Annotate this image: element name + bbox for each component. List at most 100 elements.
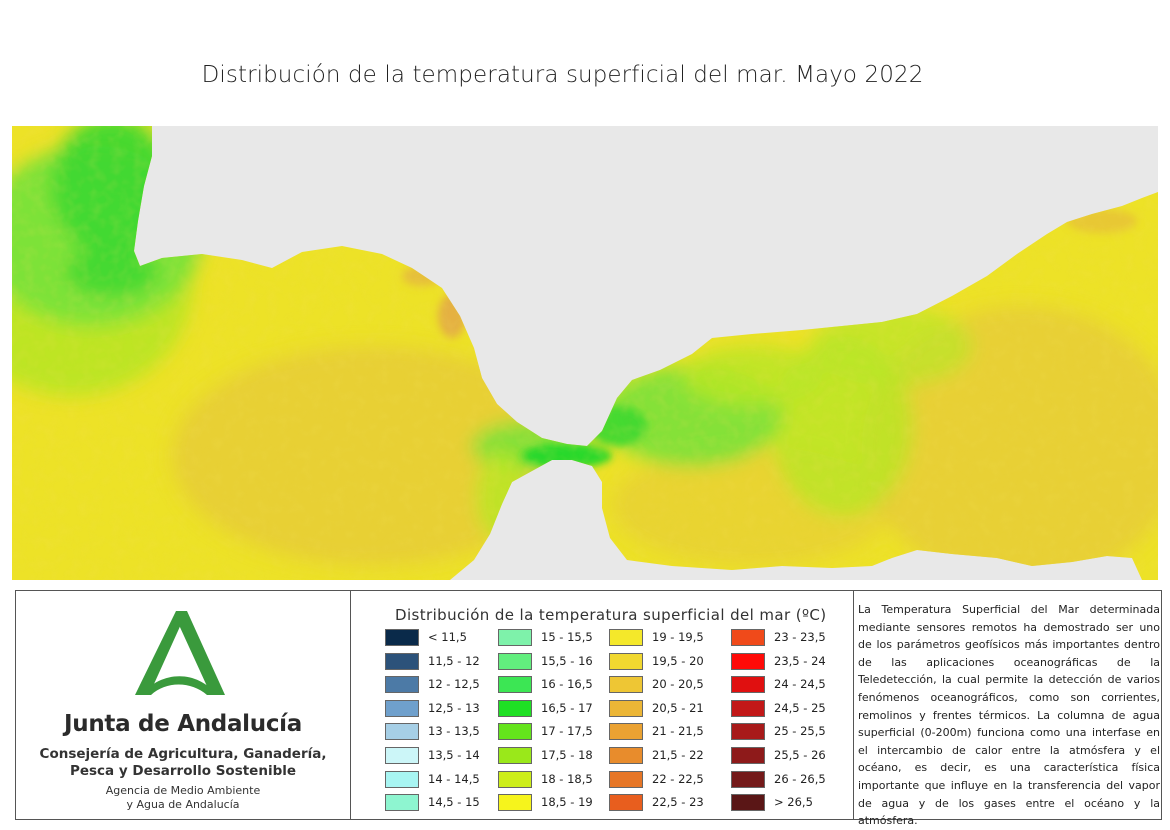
legend-swatch <box>609 747 643 764</box>
legend-swatch <box>731 699 765 717</box>
legend-item: 24 - 24,5 <box>731 674 851 694</box>
legend-item: 25,5 - 26 <box>731 745 851 765</box>
legend-swatch <box>385 723 419 741</box>
legend-label: 19,5 - 20 <box>652 653 704 668</box>
description-text: La Temperatura Superficial del Mar deter… <box>858 603 1160 828</box>
legend-item: 25 - 25,5 <box>731 721 851 741</box>
legend-swatch <box>385 652 419 670</box>
legend-label: 20 - 20,5 <box>652 677 704 692</box>
legend-label: 25 - 25,5 <box>774 724 826 739</box>
legend-item: 24,5 - 25 <box>731 698 851 718</box>
legend-swatch <box>498 629 532 646</box>
legend-label: 21 - 21,5 <box>652 724 704 739</box>
institution-logo-panel: Junta de Andalucía Consejería de Agricul… <box>16 591 351 819</box>
legend-swatch <box>385 699 419 717</box>
legend-item: > 26,5 <box>731 792 851 812</box>
legend-item: 13,5 - 14 <box>385 745 505 765</box>
legend-label: 23 - 23,5 <box>774 630 826 644</box>
legend-swatch <box>498 676 532 694</box>
legend-item: 21 - 21,5 <box>609 721 729 741</box>
legend-item: 11,5 - 12 <box>385 651 505 671</box>
legend-item: 14 - 14,5 <box>385 769 505 789</box>
legend-swatch <box>498 770 532 788</box>
legend-swatch <box>609 723 643 741</box>
legend-swatch <box>731 723 765 741</box>
legend-swatch <box>498 699 532 717</box>
legend-swatch <box>609 676 643 694</box>
legend-label: < 11,5 <box>428 630 467 644</box>
legend-swatch <box>609 629 643 646</box>
legend-swatch <box>498 794 532 812</box>
department-name: Consejería de Agricultura, Ganadería, Pe… <box>39 746 327 779</box>
legend-label: 21,5 - 22 <box>652 748 704 762</box>
legend-swatch <box>385 629 419 646</box>
legend-item: 19 - 19,5 <box>609 627 729 647</box>
legend-swatch <box>731 652 765 670</box>
legend-item: 18,5 - 19 <box>498 792 618 812</box>
legend-item: 16 - 16,5 <box>498 674 618 694</box>
map-title: Distribución de la temperatura superfici… <box>201 62 924 88</box>
legend-label: 11,5 - 12 <box>428 653 480 668</box>
legend-swatch <box>731 676 765 694</box>
legend-swatch <box>385 794 419 812</box>
legend-item: 12 - 12,5 <box>385 674 505 694</box>
legend-label: 13 - 13,5 <box>428 724 480 739</box>
legend-title: Distribución de la temperatura superfici… <box>395 606 827 624</box>
legend-swatch <box>731 629 765 646</box>
footer-panel: Junta de Andalucía Consejería de Agricul… <box>15 590 1162 827</box>
legend-label: 26 - 26,5 <box>774 771 826 786</box>
junta-andalucia-logo-icon <box>135 611 225 695</box>
legend-item: < 11,5 <box>385 627 505 647</box>
legend-item: 21,5 - 22 <box>609 745 729 765</box>
legend-swatch <box>731 794 765 812</box>
legend-item: 15,5 - 16 <box>498 651 618 671</box>
sst-map[interactable] <box>12 126 1158 580</box>
legend-swatch <box>498 652 532 670</box>
legend-label: 22,5 - 23 <box>652 795 704 810</box>
legend-item: 22,5 - 23 <box>609 792 729 812</box>
legend-swatch <box>609 770 643 788</box>
legend-item: 12,5 - 13 <box>385 698 505 718</box>
legend-swatch <box>609 699 643 717</box>
legend-label: 19 - 19,5 <box>652 630 704 644</box>
legend-label: > 26,5 <box>774 795 813 810</box>
legend-item: 23,5 - 24 <box>731 651 851 671</box>
legend-item: 16,5 - 17 <box>498 698 618 718</box>
legend-label: 18 - 18,5 <box>541 771 593 786</box>
legend-item: 19,5 - 20 <box>609 651 729 671</box>
legend-label: 14,5 - 15 <box>428 795 480 810</box>
legend-item: 17 - 17,5 <box>498 721 618 741</box>
legend-item: 18 - 18,5 <box>498 769 618 789</box>
legend-panel: Distribución de la temperatura superfici… <box>351 591 854 819</box>
legend-label: 17 - 17,5 <box>541 724 593 739</box>
legend-label: 16 - 16,5 <box>541 677 593 692</box>
legend-label: 16,5 - 17 <box>541 700 593 715</box>
legend-swatch <box>385 770 419 788</box>
legend-swatch <box>385 676 419 694</box>
legend-item: 13 - 13,5 <box>385 721 505 741</box>
agency-name: Agencia de Medio Ambiente y Agua de Anda… <box>105 784 261 811</box>
sst-map-canvas <box>12 126 1158 580</box>
legend-label: 15,5 - 16 <box>541 653 593 668</box>
legend-label: 24,5 - 25 <box>774 700 826 715</box>
legend-item: 20,5 - 21 <box>609 698 729 718</box>
legend-swatch <box>731 770 765 788</box>
legend-label: 13,5 - 14 <box>428 748 480 762</box>
legend-item: 20 - 20,5 <box>609 674 729 694</box>
legend-item: 14,5 - 15 <box>385 792 505 812</box>
legend-item: 15 - 15,5 <box>498 627 618 647</box>
legend-label: 17,5 - 18 <box>541 748 593 762</box>
legend-label: 24 - 24,5 <box>774 677 826 692</box>
legend-label: 15 - 15,5 <box>541 630 593 644</box>
legend-label: 18,5 - 19 <box>541 795 593 810</box>
legend-swatch <box>385 747 419 764</box>
legend-item: 23 - 23,5 <box>731 627 851 647</box>
legend-item: 22 - 22,5 <box>609 769 729 789</box>
legend-label: 25,5 - 26 <box>774 748 826 762</box>
legend-label: 12 - 12,5 <box>428 677 480 692</box>
legend-label: 14 - 14,5 <box>428 771 480 786</box>
legend-item: 26 - 26,5 <box>731 769 851 789</box>
legend-item: 17,5 - 18 <box>498 745 618 765</box>
legend-label: 23,5 - 24 <box>774 653 826 668</box>
legend-swatch <box>609 794 643 812</box>
